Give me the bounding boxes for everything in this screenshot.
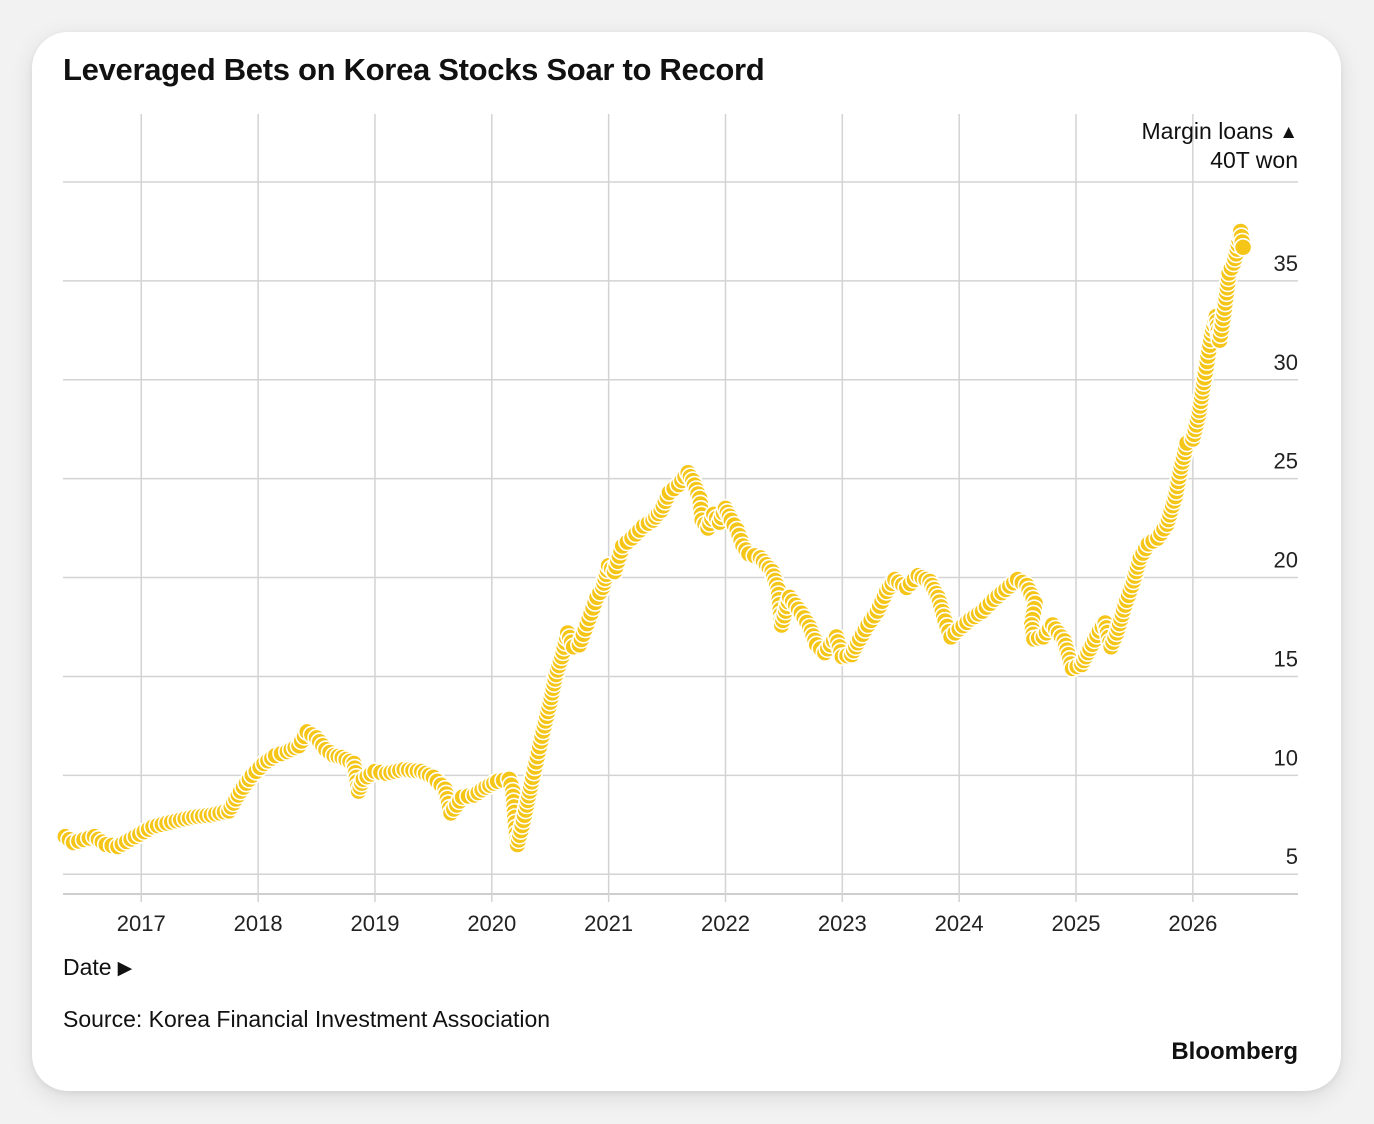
y-axis-label-text: Margin loans	[1142, 118, 1274, 144]
x-tick-label: 2021	[584, 911, 633, 936]
y-tick-label: 20	[1274, 548, 1298, 573]
bloomberg-logo: Bloomberg	[1171, 1038, 1298, 1066]
x-tick-label: 2022	[701, 911, 750, 936]
x-tick-label: 2018	[234, 911, 283, 936]
x-tick-labels: 2017 2018 2019 2020 2021 2022 2023 2024 2025 2026	[117, 911, 1218, 936]
x-tick-label: 2017	[117, 911, 166, 936]
y-axis-label: Margin loans ▲	[1142, 118, 1299, 145]
y-tick-labels: 5 10 15 20 25 30 35	[1274, 251, 1298, 869]
y-tick-label: 5	[1286, 844, 1298, 869]
x-tick-label: 2019	[350, 911, 399, 936]
x-tick-label: 2020	[467, 911, 516, 936]
x-tick-label: 2025	[1052, 911, 1101, 936]
x-tick-label: 2026	[1168, 911, 1217, 936]
x-tick-label: 2023	[818, 911, 867, 936]
y-tick-label: 10	[1274, 745, 1298, 770]
y-tick-label: 35	[1274, 251, 1298, 276]
x-axis-label: Date ▶	[63, 954, 132, 981]
y-tick-label: 15	[1274, 646, 1298, 671]
y-tick-label: 30	[1274, 350, 1298, 375]
y-tick-label: 25	[1274, 449, 1298, 474]
x-tick-label: 2024	[935, 911, 984, 936]
source-note: Source: Korea Financial Investment Assoc…	[63, 1006, 550, 1033]
data-point	[1235, 239, 1252, 256]
data-points	[57, 223, 1252, 855]
chart-card: Leveraged Bets on Korea Stocks Soar to R…	[32, 32, 1341, 1091]
up-arrow-icon: ▲	[1279, 122, 1298, 144]
right-arrow-icon: ▶	[118, 957, 133, 980]
y-axis-unit: 40T won	[1210, 147, 1298, 174]
x-axis-label-text: Date	[63, 954, 112, 980]
